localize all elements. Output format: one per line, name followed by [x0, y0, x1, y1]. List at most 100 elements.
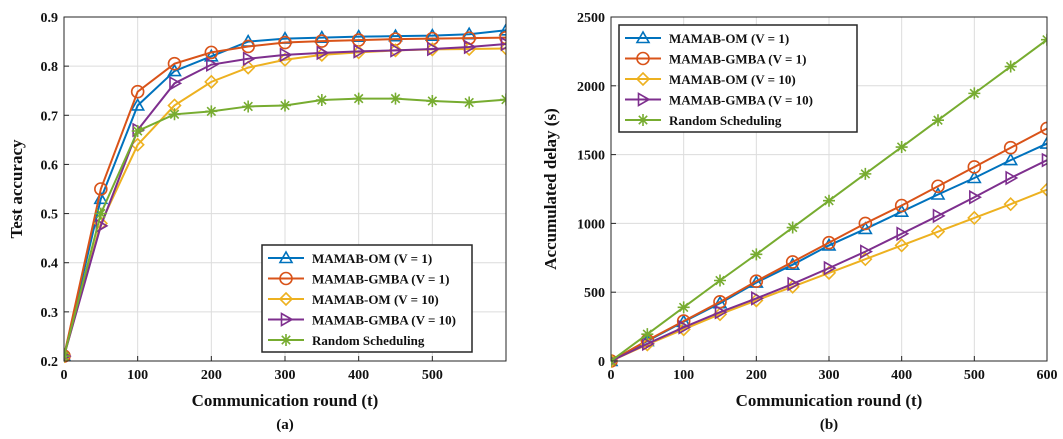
accuracy-series-line-2 — [64, 36, 506, 357]
accuracy-y-tick-label: 0.5 — [41, 208, 59, 223]
delay-data-point — [750, 248, 763, 261]
accuracy-data-point — [424, 28, 440, 41]
accuracy-data-point — [314, 30, 330, 43]
delay-x-tick-label: 600 — [1037, 368, 1058, 383]
accuracy-data-point — [167, 63, 182, 77]
accuracy-data-point — [463, 39, 477, 55]
delay-data-point — [930, 224, 946, 239]
accuracy-legend-label: MAMAB-OM (V = 10) — [312, 292, 439, 307]
delay-legend-label: MAMAB-OM (V = 10) — [669, 72, 796, 87]
delay-data-point — [1005, 170, 1019, 186]
delay-data-point — [967, 160, 982, 174]
accuracy-data-point — [426, 95, 439, 108]
delay-y-axis-label: Accumulated delay (s) — [541, 108, 560, 269]
accuracy-x-tick-label: 100 — [127, 368, 148, 383]
delay-data-point — [677, 301, 690, 314]
accuracy-y-tick-label: 0.6 — [41, 158, 59, 173]
delay-data-point — [823, 260, 837, 276]
delay-y-tick-label: 500 — [584, 286, 605, 301]
delay-data-point — [822, 235, 836, 250]
accuracy-data-point — [241, 39, 255, 54]
accuracy-y-tick-label: 0.8 — [41, 60, 59, 75]
accuracy-data-point — [316, 45, 330, 61]
accuracy-data-point — [427, 41, 440, 57]
accuracy-data-point — [388, 28, 403, 42]
delay-y-tick-label: 1500 — [577, 149, 605, 164]
accuracy-data-point — [204, 74, 219, 89]
delay-chart: 0 100 200 300 400 500 60005001000150020002500 … — [541, 11, 1058, 433]
accuracy-legend-label: MAMAB-OM (V = 1) — [312, 251, 432, 266]
accuracy-data-point — [95, 218, 109, 234]
delay-data-point — [1039, 182, 1047, 197]
delay-data-point — [968, 87, 981, 100]
delay-caption: (b) — [820, 417, 838, 433]
accuracy-data-point — [168, 108, 181, 121]
accuracy-data-point — [206, 57, 219, 73]
delay-legend-label: Random Scheduling — [669, 113, 782, 128]
delay-data-point — [642, 336, 655, 352]
delay-data-point — [1039, 135, 1047, 149]
accuracy-data-point — [204, 45, 219, 60]
delay-data-point — [894, 198, 909, 213]
delay-x-tick-label: 0 — [608, 368, 615, 383]
delay-series — [611, 33, 1047, 369]
delay-data-point — [966, 170, 982, 184]
accuracy-x-tick-label: 500 — [422, 368, 443, 383]
accuracy-data-point — [352, 92, 365, 105]
accuracy-legend-marker — [278, 291, 294, 307]
delay-data-point — [967, 210, 982, 226]
delay-x-tick-label: 200 — [746, 368, 767, 383]
delay-ticks: 0 100 200 300 400 500 600 0 500 1000 1500 2000 2500 — [577, 11, 1058, 383]
accuracy-data-point — [278, 35, 292, 50]
delay-series-line-3 — [611, 188, 1047, 362]
delay-data-point — [641, 328, 654, 341]
delay-data-point — [1003, 140, 1018, 155]
delay-data-point — [894, 238, 909, 253]
accuracy-ticks: 0 100 200 300 400 500 0.2 0.3 0.4 0.5 0.6 0.7 0.8 0.9 — [41, 11, 443, 383]
delay-y-tick-label: 2500 — [577, 11, 605, 26]
delay-data-point — [932, 114, 944, 127]
delay-series-line-2 — [611, 127, 1047, 362]
delay-data-point — [714, 274, 726, 287]
accuracy-legend: MAMAB-OM (V = 1) MAMAB-GMBA (V = 1) MAMAB-… — [261, 244, 473, 353]
accuracy-data-point — [463, 96, 476, 109]
delay-data-point — [1003, 152, 1019, 166]
accuracy-data-point — [315, 94, 328, 107]
delay-data-point — [1040, 121, 1047, 136]
delay-data-point — [930, 186, 946, 200]
accuracy-data-point — [279, 47, 293, 63]
delay-legend-marker — [636, 51, 650, 66]
accuracy-data-point — [130, 97, 146, 111]
accuracy-data-point — [390, 43, 404, 58]
accuracy-y-tick-label: 0.2 — [41, 355, 59, 370]
delay-legend-box — [618, 24, 858, 133]
delay-series-group — [611, 33, 1047, 369]
delay-data-point — [714, 304, 728, 320]
delay-series-line-4 — [611, 159, 1047, 362]
accuracy-caption: (a) — [276, 417, 294, 433]
delay-data-point — [678, 319, 692, 335]
delay-legend-label: MAMAB-OM (V = 1) — [669, 31, 789, 46]
accuracy-data-point — [242, 100, 255, 113]
accuracy-series-line-1 — [64, 29, 506, 357]
accuracy-series-group — [64, 22, 506, 364]
accuracy-data-point — [389, 92, 402, 105]
delay-data-point — [785, 255, 800, 269]
accuracy-y-tick-label: 0.9 — [41, 11, 59, 26]
accuracy-data-point — [94, 182, 108, 196]
accuracy-legend-label: Random Scheduling — [312, 333, 425, 348]
accuracy-data-point — [167, 56, 182, 71]
accuracy-data-point — [205, 105, 218, 118]
accuracy-x-tick-label: 300 — [275, 368, 296, 383]
delay-data-point — [787, 276, 801, 292]
accuracy-y-tick-label: 0.4 — [41, 257, 59, 272]
accuracy-legend-label: MAMAB-GMBA (V = 10) — [312, 313, 456, 328]
accuracy-data-point — [279, 99, 291, 112]
accuracy-legend-marker — [280, 312, 294, 327]
accuracy-series — [64, 22, 506, 364]
delay-x-tick-label: 400 — [891, 368, 912, 383]
delay-legend-marker — [635, 71, 651, 87]
accuracy-data-point — [130, 84, 145, 99]
accuracy-legend-marker — [280, 334, 292, 346]
